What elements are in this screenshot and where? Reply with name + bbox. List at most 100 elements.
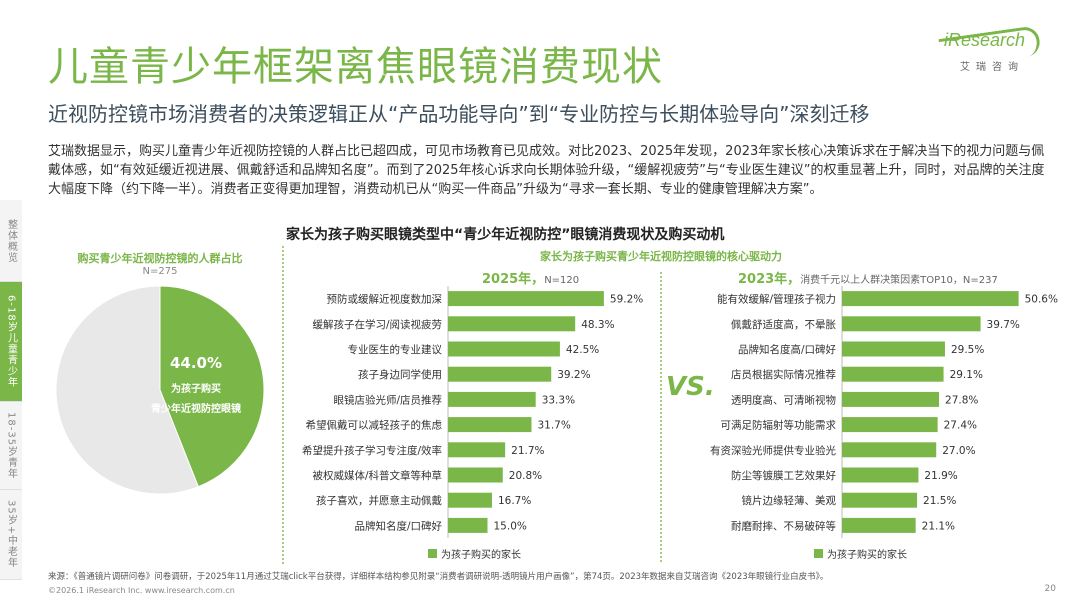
bar-value-label: 50.6%: [1025, 294, 1058, 306]
bar-chart-2023: 能有效缓解/管理孩子视力 50.6% 佩戴舒适度高，不晕胀 39.7% 品牌知名度高/口…: [710, 286, 1058, 538]
bar-value-label: 39.7%: [987, 319, 1020, 331]
bar: [448, 417, 532, 433]
bar-category-label: 孩子喜欢，并愿意主动佩戴: [316, 494, 442, 507]
bar-category-label: 有资深验光师提供专业验光: [710, 444, 836, 457]
logo-text: iResearch: [944, 30, 1026, 50]
bar-category-label: 品牌知名度高/口碑好: [738, 343, 837, 356]
year-2023-label: 2023年，: [738, 272, 801, 287]
bar-category-label: 品牌知名度/口碑好: [354, 519, 442, 532]
bar: [448, 517, 488, 533]
bar-value-label: 29.1%: [950, 369, 983, 381]
side-navigation: 整体概览 6-18岁儿童青少年 18-35岁青年 35岁+中老年: [0, 200, 22, 580]
bar-value-label: 59.2%: [610, 294, 643, 306]
iresearch-logo: iResearch 艾瑞咨询: [930, 25, 1050, 74]
pie-value-label: 44.0%: [170, 354, 222, 372]
bar: [448, 492, 492, 508]
page-number: 20: [1044, 584, 1056, 594]
bar-category-label: 被权威媒体/科普文章等种草: [312, 469, 442, 482]
bar: [448, 467, 503, 483]
bar-category-label: 佩戴舒适度高，不晕胀: [731, 318, 836, 331]
bar: [448, 341, 560, 357]
bar: [448, 366, 552, 382]
bar: [448, 291, 604, 307]
pie-sample-size: N=275: [142, 266, 178, 277]
bar-category-label: 希望提升孩子学习专注度/效率: [302, 444, 442, 457]
bar-value-label: 42.5%: [566, 344, 599, 356]
nav-item-children[interactable]: 6-18岁儿童青少年: [0, 282, 22, 402]
footer-source: 来源：《普通镜片调研问卷》问卷调研，于2025年11月通过艾瑞click平台获得…: [48, 572, 829, 582]
footer-copyright: ©2026.1 iResearch Inc. www.iresearch.com…: [48, 586, 235, 595]
bar-category-label: 专业医生的专业建议: [348, 343, 443, 356]
year-2025-n: N=120: [544, 275, 580, 286]
bar: [448, 442, 506, 458]
year-2025-heading: 2025年，N=120: [482, 268, 579, 287]
legend-2025: 为孩子购买的家长: [428, 546, 521, 561]
pie-desc-line1: 为孩子购买: [171, 382, 221, 395]
bar: [448, 316, 576, 332]
bar: [842, 366, 944, 382]
bar-value-label: 20.8%: [509, 470, 542, 482]
bar: [842, 391, 940, 407]
bar-category-label: 预防或缓解近视度数加深: [327, 293, 443, 306]
legend-2023: 为孩子购买的家长: [814, 546, 907, 561]
divider-dotted: [282, 246, 284, 564]
bar: [842, 417, 938, 433]
bar-value-label: 21.7%: [511, 445, 544, 457]
bar-category-label: 孩子身边同学使用: [358, 368, 442, 381]
bar-value-label: 21.5%: [923, 495, 956, 507]
bar-value-label: 48.3%: [581, 319, 614, 331]
legend-swatch: [814, 549, 823, 558]
bar: [842, 291, 1019, 307]
bar-value-label: 27.8%: [945, 394, 978, 406]
bar: [448, 391, 536, 407]
page-title: 儿童青少年框架离焦眼镜消费现状: [48, 44, 663, 90]
legend-label: 为孩子购买的家长: [441, 550, 521, 561]
year-2025-label: 2025年，: [482, 272, 545, 287]
bar: [842, 316, 981, 332]
bar-value-label: 33.3%: [542, 394, 575, 406]
bar: [842, 341, 945, 357]
legend-swatch: [428, 549, 437, 558]
bar-value-label: 21.1%: [922, 520, 955, 532]
bar-value-label: 16.7%: [498, 495, 531, 507]
bar-category-label: 希望佩戴可以减轻孩子的焦虑: [306, 419, 443, 432]
bar-category-label: 眼镜店验光师/店员推荐: [333, 393, 442, 406]
nav-item-overview[interactable]: 整体概览: [0, 200, 22, 282]
nav-item-youth[interactable]: 18-35岁青年: [0, 402, 22, 490]
bar: [842, 517, 916, 533]
year-2023-n: 消费千元以上人群决策因素TOP10，N=237: [800, 275, 998, 286]
bar-value-label: 27.0%: [942, 445, 975, 457]
main-chart-title: 家长为孩子购买眼镜类型中“青少年近视防控”眼镜消费现状及购买动机: [286, 227, 725, 243]
bar-value-label: 27.4%: [944, 420, 977, 432]
bar-category-label: 缓解孩子在学习/阅读视疲劳: [312, 318, 442, 331]
bar-value-label: 15.0%: [494, 520, 527, 532]
pie-slice: [159, 285, 265, 488]
bar-category-label: 防尘等镀膜工艺效果好: [731, 469, 836, 482]
pie-desc-line2: 青少年近视防控眼镜: [151, 402, 241, 415]
drivers-title: 家长为孩子购买青少年近视防控眼镜的核心驱动力: [540, 250, 782, 263]
pie-slice: [55, 285, 199, 495]
nav-item-senior[interactable]: 35岁+中老年: [0, 490, 22, 580]
page-subtitle: 近视防控镜市场消费者的决策逻辑正从“产品功能导向”到“专业防控与长期体验导向”深…: [48, 102, 870, 126]
legend-label: 为孩子购买的家长: [827, 550, 907, 561]
pie-chart-title: 购买青少年近视防控镜的人群占比: [77, 252, 243, 265]
pie-chart: 44.0% 为孩子购买青少年近视防控眼镜: [55, 285, 265, 495]
bar-chart-2025: 预防或缓解近视度数加深 59.2% 缓解孩子在学习/阅读视疲劳 48.3% 专业医生的专…: [302, 286, 643, 538]
bar: [842, 442, 937, 458]
bar: [842, 492, 918, 508]
bar-category-label: 能有效缓解/管理孩子视力: [717, 293, 836, 306]
bar-category-label: 可满足防辐射等功能需求: [721, 419, 837, 432]
bar: [842, 467, 919, 483]
vs-label: VS.: [666, 372, 715, 402]
bar-value-label: 21.9%: [924, 470, 957, 482]
bar-category-label: 镜片边缘轻薄、美观: [742, 494, 837, 507]
logo-subtext: 艾瑞咨询: [960, 62, 1024, 73]
bar-category-label: 透明度高、可清晰视物: [731, 393, 836, 406]
divider-dotted: [660, 272, 662, 562]
bar-value-label: 29.5%: [951, 344, 984, 356]
bar-value-label: 31.7%: [537, 420, 570, 432]
bar-category-label: 耐磨耐摔、不易破碎等: [731, 519, 836, 532]
summary-paragraph: 艾瑞数据显示，购买儿童青少年近视防控镜的人群占比已超四成，可见市场教育已见成效。…: [48, 144, 1045, 197]
bar-category-label: 店员根据实际情况推荐: [731, 368, 836, 381]
bar-value-label: 39.2%: [557, 369, 590, 381]
